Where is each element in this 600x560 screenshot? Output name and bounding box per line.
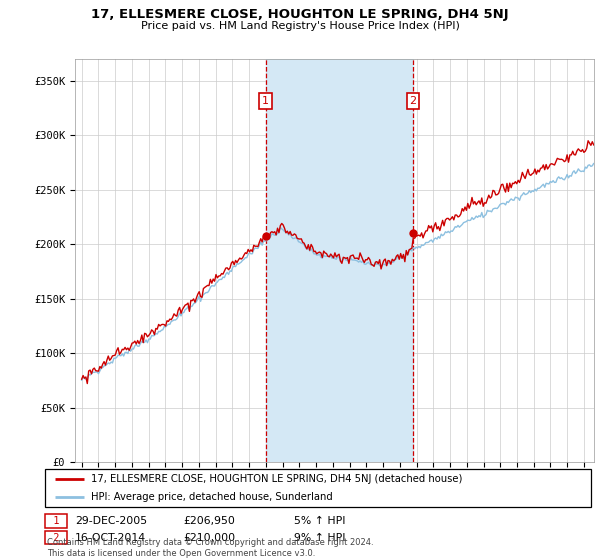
Text: Price paid vs. HM Land Registry's House Price Index (HPI): Price paid vs. HM Land Registry's House … (140, 21, 460, 31)
Text: £206,950: £206,950 (183, 516, 235, 526)
Text: 29-DEC-2005: 29-DEC-2005 (75, 516, 147, 526)
Text: 9% ↑ HPI: 9% ↑ HPI (294, 533, 346, 543)
Text: 2: 2 (409, 96, 416, 106)
Text: HPI: Average price, detached house, Sunderland: HPI: Average price, detached house, Sund… (91, 492, 333, 502)
Text: £210,000: £210,000 (183, 533, 235, 543)
Bar (266, 59, 413, 462)
Text: 1: 1 (47, 516, 65, 526)
Text: 17, ELLESMERE CLOSE, HOUGHTON LE SPRING, DH4 5NJ: 17, ELLESMERE CLOSE, HOUGHTON LE SPRING,… (91, 8, 509, 21)
Text: 2: 2 (47, 533, 65, 543)
Text: 1: 1 (262, 96, 269, 106)
Text: 17, ELLESMERE CLOSE, HOUGHTON LE SPRING, DH4 5NJ (detached house): 17, ELLESMERE CLOSE, HOUGHTON LE SPRING,… (91, 474, 463, 484)
Text: Contains HM Land Registry data © Crown copyright and database right 2024.
This d: Contains HM Land Registry data © Crown c… (47, 538, 373, 558)
Text: 16-OCT-2014: 16-OCT-2014 (75, 533, 146, 543)
Text: 5% ↑ HPI: 5% ↑ HPI (294, 516, 346, 526)
